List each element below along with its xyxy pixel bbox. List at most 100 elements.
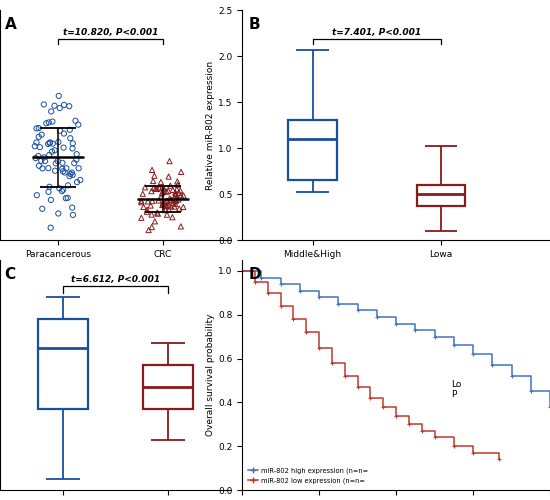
Point xyxy=(64,182,73,190)
Point xyxy=(164,187,173,195)
Point xyxy=(54,210,63,218)
Point xyxy=(161,206,170,214)
Text: t=10.820, P<0.001: t=10.820, P<0.001 xyxy=(63,28,158,37)
Text: t=6.612, P<0.001: t=6.612, P<0.001 xyxy=(71,275,160,284)
Point xyxy=(68,140,77,147)
Point xyxy=(40,154,48,162)
Point xyxy=(54,138,63,146)
Point xyxy=(171,190,180,198)
Y-axis label: Overall survival probability: Overall survival probability xyxy=(206,314,215,436)
Point xyxy=(176,186,185,194)
Bar xyxy=(416,185,465,206)
Point xyxy=(56,126,64,134)
Point xyxy=(50,146,59,154)
Point xyxy=(175,204,184,212)
Point xyxy=(179,203,188,211)
Point xyxy=(170,202,179,210)
Point xyxy=(166,194,174,202)
Point xyxy=(154,196,163,204)
Point xyxy=(139,203,148,211)
Point xyxy=(47,108,56,116)
Text: C: C xyxy=(4,267,16,282)
Point xyxy=(56,104,64,112)
Point xyxy=(157,194,166,202)
Point xyxy=(162,188,171,196)
Point xyxy=(69,211,78,219)
Point xyxy=(45,183,54,191)
Point xyxy=(42,120,51,128)
Point xyxy=(58,187,67,195)
Point xyxy=(168,186,177,194)
Point xyxy=(45,118,53,126)
Point xyxy=(177,191,185,199)
Point xyxy=(68,204,76,212)
Point xyxy=(63,194,72,202)
Point xyxy=(46,138,54,146)
Point xyxy=(37,157,46,165)
Point xyxy=(65,102,74,110)
Point xyxy=(47,148,56,156)
Point xyxy=(72,150,81,158)
Point xyxy=(167,196,176,204)
Point xyxy=(169,198,178,206)
Point xyxy=(158,183,167,191)
Point xyxy=(59,101,68,109)
Point xyxy=(147,187,156,195)
Point xyxy=(55,184,64,192)
Point xyxy=(51,166,59,174)
Point xyxy=(147,210,156,218)
Point xyxy=(46,224,55,232)
Point xyxy=(177,222,185,230)
Point xyxy=(31,154,40,162)
Point xyxy=(168,213,177,221)
Point xyxy=(76,176,85,184)
Point xyxy=(66,134,75,142)
Point xyxy=(161,202,170,210)
Point xyxy=(153,208,162,216)
Point xyxy=(179,192,188,200)
Point xyxy=(68,171,77,179)
Point xyxy=(172,194,180,202)
Text: t=7.401, P<0.001: t=7.401, P<0.001 xyxy=(332,28,421,36)
Point xyxy=(159,188,168,196)
Point xyxy=(65,172,74,180)
Point xyxy=(144,226,153,234)
Point xyxy=(164,172,173,180)
Point xyxy=(59,144,68,152)
Point xyxy=(151,185,160,193)
Point xyxy=(174,189,183,197)
Point xyxy=(155,184,164,192)
Point xyxy=(47,196,56,204)
Point xyxy=(45,151,53,159)
Point xyxy=(50,102,59,110)
Point xyxy=(35,162,43,170)
Text: Lo
P: Lo P xyxy=(452,380,462,399)
Point xyxy=(62,194,70,202)
Point xyxy=(172,196,180,204)
Point xyxy=(166,196,174,204)
Point xyxy=(150,172,159,180)
Point xyxy=(66,170,75,178)
Text: A: A xyxy=(4,17,16,32)
Point xyxy=(30,142,39,150)
Point xyxy=(163,202,172,209)
Point xyxy=(40,100,48,108)
Point xyxy=(142,206,151,214)
Point xyxy=(60,168,69,176)
Text: B: B xyxy=(248,17,260,32)
Point xyxy=(164,206,173,214)
Point xyxy=(34,133,43,141)
Point xyxy=(34,152,43,160)
Point xyxy=(36,143,45,151)
Point xyxy=(37,130,46,138)
Point xyxy=(74,120,82,128)
Bar xyxy=(38,319,88,409)
Point xyxy=(147,223,156,231)
Point xyxy=(71,117,80,125)
Point xyxy=(58,168,67,175)
Point xyxy=(41,157,50,165)
Point xyxy=(44,164,53,172)
Point xyxy=(137,198,146,206)
Point xyxy=(156,178,165,186)
Point xyxy=(58,164,67,172)
